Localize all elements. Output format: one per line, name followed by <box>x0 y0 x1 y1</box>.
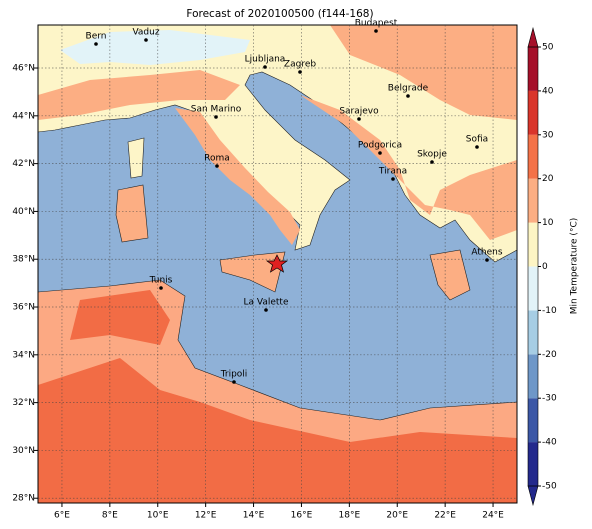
colorbar-segment <box>528 47 538 91</box>
colorbar-tick-label: -10 <box>542 306 557 316</box>
colorbar-arrow-top <box>527 26 539 48</box>
city-label: Budapest <box>355 19 398 29</box>
colorbar-segment <box>528 222 538 267</box>
city-dot <box>232 380 236 384</box>
balkans-warm <box>300 95 517 240</box>
colorbar-segment <box>528 266 538 311</box>
colorbar-tick-label: -30 <box>542 394 557 404</box>
y-tick-label: 46°N <box>12 64 35 74</box>
y-tick-label: 38°N <box>12 255 35 265</box>
city-label: Podgorica <box>358 141 402 151</box>
y-tick-label: 30°N <box>12 446 35 456</box>
city-label: Tripoli <box>220 370 248 380</box>
map-frame <box>37 24 518 504</box>
city-label: Belgrade <box>388 84 429 94</box>
city-dot <box>264 308 268 312</box>
city-label: Tunis <box>149 276 173 286</box>
colorbar-segment <box>528 90 538 135</box>
city-dot <box>159 286 163 290</box>
city-dot <box>378 151 382 155</box>
city-dot <box>298 70 302 74</box>
city-dot <box>144 38 148 42</box>
city-dot <box>430 160 434 164</box>
city-dot <box>391 177 395 181</box>
y-tick-label: 42°N <box>12 159 35 169</box>
city-label: Sofia <box>466 135 488 145</box>
x-tick-label: 18°E <box>339 511 361 521</box>
colorbar-segment <box>528 134 538 179</box>
city-dot <box>215 164 219 168</box>
city-label: Skopje <box>417 150 447 160</box>
colorbar-segment <box>528 178 538 223</box>
colorbar-segment <box>528 398 538 443</box>
city-dot <box>263 65 267 69</box>
x-tick-label: 8°E <box>102 511 118 521</box>
colorbar-tick-label: 40 <box>542 86 554 96</box>
corsica <box>127 137 145 179</box>
city-label: Roma <box>204 154 230 164</box>
x-tick-label: 24°E <box>482 511 504 521</box>
city-dot <box>357 117 361 121</box>
city-label: San Marino <box>191 105 242 115</box>
city-dot <box>374 29 378 33</box>
colorbar-tick-label: 50 <box>542 43 554 53</box>
city-dot <box>485 258 489 262</box>
city-dot <box>94 42 98 46</box>
x-tick-label: 22°E <box>434 511 456 521</box>
colorbar-segment <box>528 354 538 399</box>
x-tick-label: 12°E <box>195 511 217 521</box>
light-blue-alps <box>60 30 250 65</box>
x-tick-label: 16°E <box>291 511 313 521</box>
x-tick-label: 14°E <box>243 511 265 521</box>
colorbar-tick-label: 20 <box>542 174 554 184</box>
y-tick-label: 34°N <box>12 350 35 360</box>
city-label: Tirana <box>378 167 407 177</box>
city-label: Sarajevo <box>339 107 379 117</box>
colorbar-segment <box>528 310 538 355</box>
city-label: Bern <box>86 32 107 42</box>
x-tick-label: 10°E <box>147 511 169 521</box>
x-tick-label: 6°E <box>54 511 70 521</box>
colorbar-arrow-bottom <box>527 485 539 507</box>
city-label: Zagreb <box>284 60 316 70</box>
sardinia <box>115 184 149 243</box>
map-title: Forecast of 2020100500 (f144-168) <box>186 8 373 20</box>
city-dot <box>475 145 479 149</box>
x-tick-label: 20°E <box>386 511 408 521</box>
y-tick-label: 32°N <box>12 398 35 408</box>
city-label: Vaduz <box>132 28 159 38</box>
colorbar-label: Min Temperature (°C) <box>570 218 580 315</box>
y-tick-label: 36°N <box>12 303 35 313</box>
italy-warm <box>175 108 300 245</box>
colorbar-tick-label: -20 <box>542 350 557 360</box>
city-label: La Valette <box>244 298 289 308</box>
city-dot <box>214 115 218 119</box>
colorbar-tick-label: 10 <box>542 218 554 228</box>
city-label: Ljubljana <box>245 55 286 65</box>
colorbar-segment <box>528 442 538 486</box>
colorbar-tick-label: 0 <box>542 262 548 272</box>
peloponnese <box>429 249 471 301</box>
forecast-star <box>265 254 289 273</box>
city-label: Athens <box>471 248 502 258</box>
colorbar-tick-label: -50 <box>542 482 557 492</box>
colorbar-tick-label: -40 <box>542 438 557 448</box>
y-tick-label: 28°N <box>12 494 35 504</box>
y-tick-label: 40°N <box>12 207 35 217</box>
city-dot <box>406 94 410 98</box>
colorbar-tick-label: 30 <box>542 130 554 140</box>
y-tick-label: 44°N <box>12 111 35 121</box>
